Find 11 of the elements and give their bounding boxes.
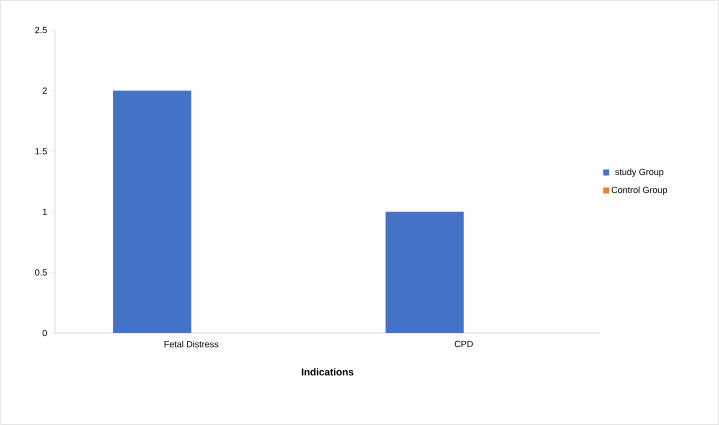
y-tick-label: 1.5 xyxy=(35,148,47,154)
x-tick-label: Fetal Distress xyxy=(164,340,218,348)
y-tick-label: 0 xyxy=(42,330,47,336)
x-axis-title: Indications xyxy=(302,368,354,376)
x-tick-label: CPD xyxy=(454,340,473,348)
y-tick-label: 0.5 xyxy=(35,269,47,276)
y-tick-label: 1 xyxy=(42,208,47,215)
legend-label: Control Group xyxy=(612,186,668,195)
legend-label: study Group xyxy=(615,168,664,177)
y-tick-label: 2 xyxy=(42,87,47,94)
y-tick-label: 2.5 xyxy=(35,26,47,34)
